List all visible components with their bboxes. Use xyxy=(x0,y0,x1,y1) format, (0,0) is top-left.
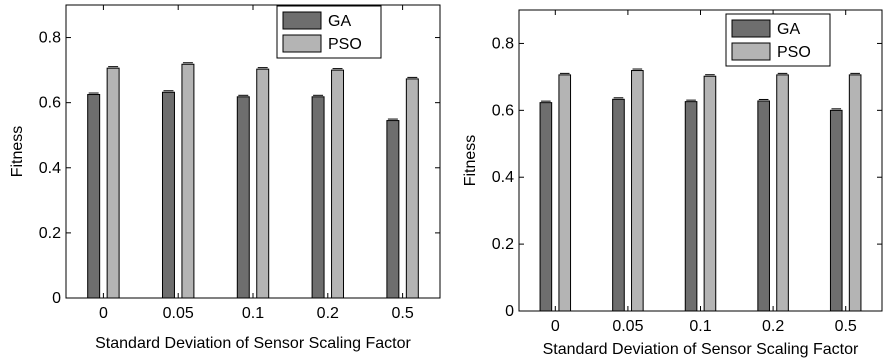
x-tick-label: 0.2 xyxy=(762,318,784,335)
y-tick-label: 0.2 xyxy=(39,225,61,242)
y-tick-label: 0.8 xyxy=(492,35,514,52)
y-tick-label: 0.8 xyxy=(39,30,61,47)
chart-panel-2: 0 0.2 0.4 0.6 0.8 0 0.05 0.1 0.2 0.5 Standard Devi… xyxy=(462,9,883,358)
x-tick-label: 0.1 xyxy=(689,318,711,335)
legend-swatch-pso xyxy=(282,34,322,53)
x-tick-label: 0.1 xyxy=(242,305,264,322)
y-tick-label: 0.6 xyxy=(39,95,61,112)
y-axis-label: Fitness xyxy=(9,126,26,178)
chart-panel-1: 0 0.2 0.4 0.6 0.8 0 0.05 0.1 0.2 0.5 Standard Devi… xyxy=(9,4,441,352)
bar-pso-3 xyxy=(331,69,345,299)
x-tick-label: 0.05 xyxy=(163,305,194,322)
x-tick-label: 0 xyxy=(551,318,560,335)
y-tick-label: 0.4 xyxy=(39,160,61,177)
bar-ga-2 xyxy=(236,96,250,299)
x-axis-label: Standard Deviation of Sensor Scaling Fac… xyxy=(95,335,411,352)
y-tick-label: 0.2 xyxy=(492,236,514,253)
y-tick-label: 0.6 xyxy=(492,102,514,119)
legend-swatch-ga xyxy=(731,19,771,38)
bar-ga-1 xyxy=(612,98,625,312)
bar-ga-2 xyxy=(684,101,698,312)
x-tick-label: 0.2 xyxy=(317,305,339,322)
legend-label-pso: PSO xyxy=(777,44,811,61)
bar-ga-4 xyxy=(386,120,400,299)
bar-pso-1 xyxy=(181,63,195,299)
bar-pso-2 xyxy=(256,68,270,299)
bar-pso-0 xyxy=(106,67,120,299)
x-tick-label: 0 xyxy=(99,305,108,322)
x-tick-label: 0.5 xyxy=(391,305,413,322)
bar-pso-0 xyxy=(558,74,572,312)
legend: GA PSO xyxy=(276,5,382,59)
legend-swatch-pso xyxy=(731,42,771,61)
legend-label-pso: PSO xyxy=(328,36,362,53)
legend: GA PSO xyxy=(725,13,831,67)
bar-ga-0 xyxy=(87,94,101,299)
x-tick-label: 0.05 xyxy=(612,318,643,335)
plot-area-frame xyxy=(65,4,441,299)
bar-pso-4 xyxy=(405,78,419,299)
legend-label-ga: GA xyxy=(328,13,351,30)
bar-ga-0 xyxy=(539,102,553,312)
x-axis-label: Standard Deviation of Sensor Scaling Fac… xyxy=(543,341,859,358)
bar-pso-1 xyxy=(631,70,644,312)
x-tick-label: 0.5 xyxy=(835,318,857,335)
legend-swatch-ga xyxy=(282,11,322,30)
bar-ga-1 xyxy=(161,91,175,299)
bar-pso-2 xyxy=(703,75,717,312)
bar-ga-4 xyxy=(829,109,843,312)
bar-pso-3 xyxy=(776,74,789,312)
y-tick-label: 0 xyxy=(505,303,514,320)
y-tick-label: 0.4 xyxy=(492,169,514,186)
bar-ga-3 xyxy=(311,96,325,299)
y-tick-label: 0 xyxy=(52,290,61,307)
y-axis-label: Fitness xyxy=(462,135,479,187)
legend-label-ga: GA xyxy=(777,21,800,38)
bar-ga-3 xyxy=(757,100,770,312)
bar-pso-4 xyxy=(848,74,862,312)
